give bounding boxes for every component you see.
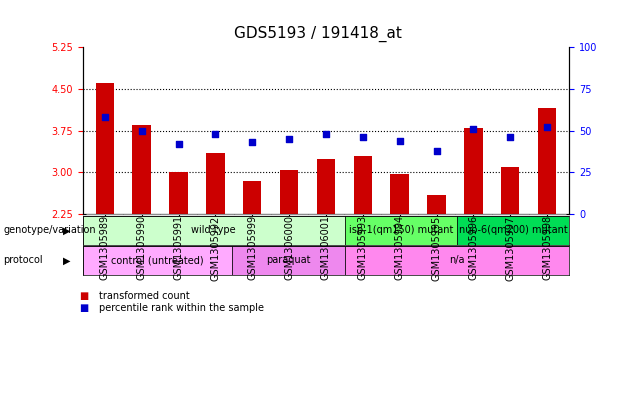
Bar	[317, 158, 335, 214]
Point	[247, 139, 258, 145]
Text: GSM1305996: GSM1305996	[468, 215, 478, 281]
Text: n/a: n/a	[449, 255, 465, 265]
Text: protocol: protocol	[3, 255, 43, 265]
Text: isp-1(qm150) mutant: isp-1(qm150) mutant	[349, 226, 453, 235]
Bar	[206, 153, 225, 214]
Point	[394, 138, 404, 144]
Point	[357, 134, 368, 141]
Text: transformed count: transformed count	[99, 291, 190, 301]
Text: GSM1306001: GSM1306001	[321, 215, 331, 280]
Bar	[132, 125, 151, 214]
Point	[505, 134, 515, 141]
Text: wild type: wild type	[191, 226, 236, 235]
Bar	[391, 174, 409, 214]
Text: ■: ■	[80, 303, 89, 313]
Point	[174, 141, 184, 147]
Point	[284, 136, 294, 142]
Text: ▶: ▶	[63, 255, 70, 265]
Text: GSM1306000: GSM1306000	[284, 215, 294, 280]
Bar	[83, 216, 345, 245]
Text: GSM1305992: GSM1305992	[211, 215, 220, 281]
Text: GDS5193 / 191418_at: GDS5193 / 191418_at	[234, 26, 402, 42]
Point	[211, 131, 221, 137]
Text: percentile rank within the sample: percentile rank within the sample	[99, 303, 263, 313]
Text: GSM1305999: GSM1305999	[247, 215, 257, 281]
Bar	[427, 195, 446, 214]
Bar	[354, 156, 372, 214]
Bar	[169, 173, 188, 214]
Point	[321, 131, 331, 137]
Text: nuo-6(qm200) mutant: nuo-6(qm200) mutant	[459, 226, 567, 235]
Bar	[501, 167, 520, 214]
Point	[431, 147, 441, 154]
Text: GSM1305998: GSM1305998	[542, 215, 552, 281]
Bar	[345, 216, 457, 245]
Text: ▶: ▶	[63, 226, 70, 235]
Bar	[95, 83, 114, 214]
Bar	[232, 246, 345, 275]
Text: GSM1305991: GSM1305991	[174, 215, 184, 281]
Bar	[464, 128, 483, 214]
Bar	[457, 216, 569, 245]
Bar	[345, 246, 569, 275]
Point	[542, 124, 552, 130]
Point	[100, 114, 110, 121]
Bar	[243, 181, 261, 214]
Text: ■: ■	[80, 291, 89, 301]
Text: paraquat: paraquat	[266, 255, 311, 265]
Text: GSM1305990: GSM1305990	[137, 215, 147, 281]
Bar	[280, 170, 298, 214]
Text: GSM1305993: GSM1305993	[358, 215, 368, 281]
Text: GSM1305994: GSM1305994	[395, 215, 404, 281]
Text: GSM1305997: GSM1305997	[505, 215, 515, 281]
Point	[468, 126, 478, 132]
Bar	[83, 246, 232, 275]
Point	[137, 127, 147, 134]
Text: control (untreated): control (untreated)	[111, 255, 204, 265]
Text: genotype/variation: genotype/variation	[3, 226, 96, 235]
Text: GSM1305989: GSM1305989	[100, 215, 110, 281]
Text: GSM1305995: GSM1305995	[432, 215, 441, 281]
Bar	[538, 108, 556, 214]
